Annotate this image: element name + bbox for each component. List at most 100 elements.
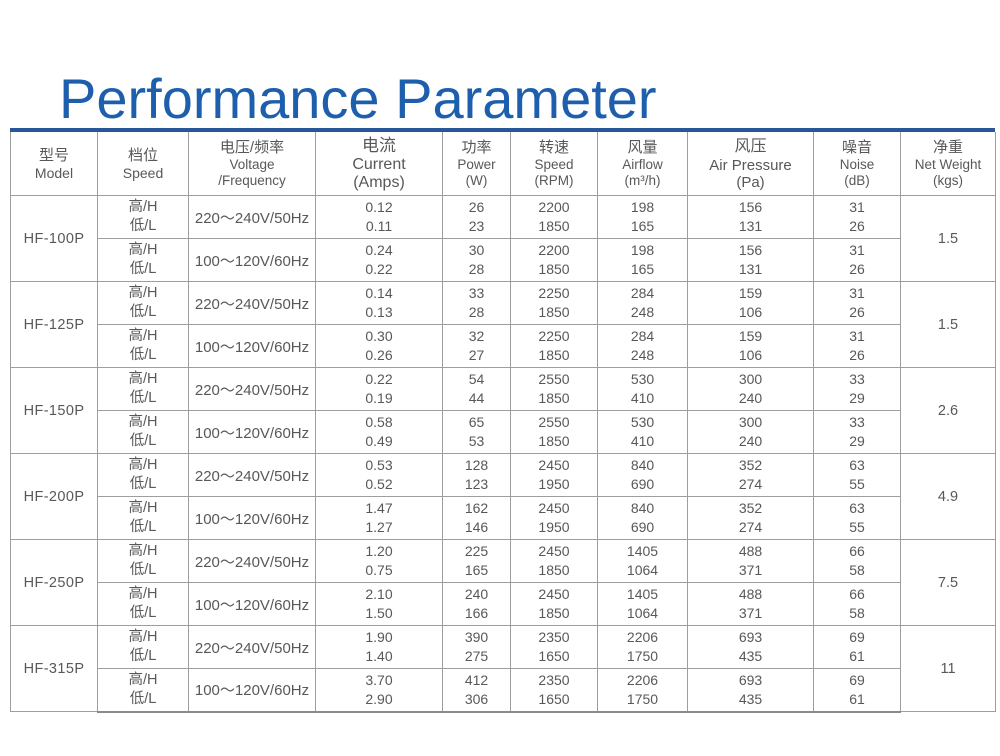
- high-value: 69: [849, 629, 865, 645]
- high-value: 0.12: [365, 199, 393, 215]
- header-zh-label: 噪音: [841, 139, 872, 156]
- low-value: 0.19: [365, 390, 393, 406]
- pressure-value-cell: 693 435: [687, 668, 814, 713]
- rpm-value-cell: 2250 1850: [510, 324, 598, 368]
- header-en-label: (W): [465, 173, 488, 188]
- header-zh-label: 净重: [932, 139, 963, 156]
- high-value: 693: [738, 629, 763, 645]
- high-value: 2206: [626, 629, 659, 645]
- high-value: 2550: [538, 371, 570, 387]
- spec-row: 高/H 低/L 100～120V/60Hz 1.47 1.27 162 146 2450 195…: [11, 496, 996, 540]
- power-value-cell: 26 23: [442, 195, 511, 239]
- high-gear-label: 高/H: [128, 586, 158, 602]
- low-value: 1.50: [365, 605, 393, 621]
- low-value: 123: [464, 476, 489, 492]
- noise-value-cell: 66 58: [813, 582, 901, 626]
- header-en-label: (m³/h): [624, 173, 661, 188]
- current-value-cell: 1.20 0.75: [315, 539, 443, 583]
- high-value: 63: [849, 500, 865, 516]
- high-value: 2450: [538, 457, 570, 473]
- low-value: 26: [849, 218, 865, 234]
- header-zh-label: 功率: [461, 139, 492, 156]
- net-weight-cell: 2.6: [900, 367, 996, 454]
- high-value: 300: [738, 371, 763, 387]
- high-value: 0.24: [365, 242, 393, 258]
- high-value: 1.47: [365, 500, 393, 516]
- high-value: 69: [849, 671, 865, 688]
- current-value-cell: 0.53 0.52: [315, 453, 443, 497]
- current-value-cell: 1.47 1.27: [315, 496, 443, 540]
- low-value: 106: [738, 304, 763, 320]
- low-value: 44: [468, 390, 485, 406]
- header-en-label: Power: [457, 157, 496, 172]
- header-en-label: Noise: [839, 157, 875, 172]
- low-value: 435: [738, 648, 763, 664]
- pressure-value-cell: 156 131: [687, 238, 814, 282]
- high-value: 284: [630, 285, 655, 301]
- high-gear-label: 高/H: [128, 629, 158, 645]
- current-value-cell: 1.90 1.40: [315, 625, 443, 669]
- low-value: 29: [849, 433, 865, 449]
- low-value: 53: [468, 433, 485, 449]
- header-row: 型号 Model 档位 Speed 电压/频率 Voltage /Frequen…: [10, 132, 996, 196]
- speed-gear-cell: 高/H 低/L: [97, 453, 189, 497]
- voltage-frequency-cell: 220～240V/50Hz: [188, 625, 316, 669]
- low-value: 0.52: [365, 476, 393, 492]
- high-gear-label: 高/H: [128, 371, 158, 387]
- low-value: 29: [849, 390, 865, 406]
- high-value: 284: [630, 328, 655, 344]
- low-value: 1850: [538, 261, 570, 277]
- high-value: 159: [738, 328, 763, 344]
- high-value: 31: [849, 242, 865, 258]
- power-value-cell: 33 28: [442, 281, 511, 325]
- header-cell-current: 电流 Current (Amps): [315, 132, 443, 196]
- high-gear-label: 高/H: [128, 199, 158, 215]
- high-value: 54: [468, 371, 485, 387]
- low-value: 0.13: [365, 304, 393, 320]
- high-value: 33: [849, 371, 865, 387]
- low-value: 165: [630, 218, 655, 234]
- speed-gear-cell: 高/H 低/L: [97, 367, 189, 411]
- high-value: 0.53: [365, 457, 393, 473]
- speed-gear-cell: 高/H 低/L: [97, 539, 189, 583]
- rpm-value-cell: 2200 1850: [510, 238, 598, 282]
- header-en-label: (dB): [844, 173, 870, 188]
- high-value: 2450: [538, 500, 570, 516]
- current-value-cell: 2.10 1.50: [315, 582, 443, 626]
- low-value: 1850: [538, 347, 570, 363]
- speed-gear-cell: 高/H 低/L: [97, 496, 189, 540]
- airflow-value-cell: 530 410: [597, 410, 688, 454]
- net-weight-cell: 1.5: [900, 281, 996, 368]
- airflow-value-cell: 2206 1750: [597, 668, 688, 713]
- header-zh-label: 型号: [38, 147, 69, 164]
- low-value: 690: [630, 476, 655, 492]
- header-en-label: (Pa): [736, 173, 765, 191]
- header-en-label: (kgs): [933, 173, 963, 188]
- current-value-cell: 0.30 0.26: [315, 324, 443, 368]
- header-zh-label: 风压: [734, 137, 767, 155]
- model-cell: HF-315P: [10, 625, 98, 712]
- net-weight-cell: 4.9: [900, 453, 996, 540]
- spec-row: HF-315P 高/H 低/L 220～240V/50Hz 1.90 1.40 390 275…: [10, 625, 996, 712]
- low-value: 435: [738, 690, 763, 707]
- low-value: 0.49: [365, 433, 393, 449]
- rpm-value-cell: 2550 1850: [510, 410, 598, 454]
- model-cell: HF-200P: [10, 453, 98, 540]
- speed-gear-cell: 高/H 低/L: [97, 324, 189, 368]
- low-value: 1950: [538, 519, 570, 535]
- high-gear-label: 高/H: [128, 671, 158, 688]
- low-value: 55: [849, 519, 865, 535]
- high-value: 1405: [626, 543, 659, 559]
- voltage-frequency-cell: 220～240V/50Hz: [188, 539, 316, 583]
- spec-row: HF-200P 高/H 低/L 220～240V/50Hz 0.53 0.52 128 123…: [10, 453, 996, 540]
- power-value-cell: 162 146: [442, 496, 511, 540]
- low-value: 1.40: [365, 648, 393, 664]
- low-gear-label: 低/L: [129, 304, 157, 320]
- rpm-value-cell: 2450 1950: [510, 453, 598, 497]
- low-value: 23: [468, 218, 485, 234]
- voltage-frequency-cell: 220～240V/50Hz: [188, 281, 316, 325]
- high-value: 128: [464, 457, 489, 473]
- performance-table-container: 型号 Model 档位 Speed 电压/频率 Voltage /Frequen…: [10, 128, 996, 713]
- airflow-value-cell: 840 690: [597, 496, 688, 540]
